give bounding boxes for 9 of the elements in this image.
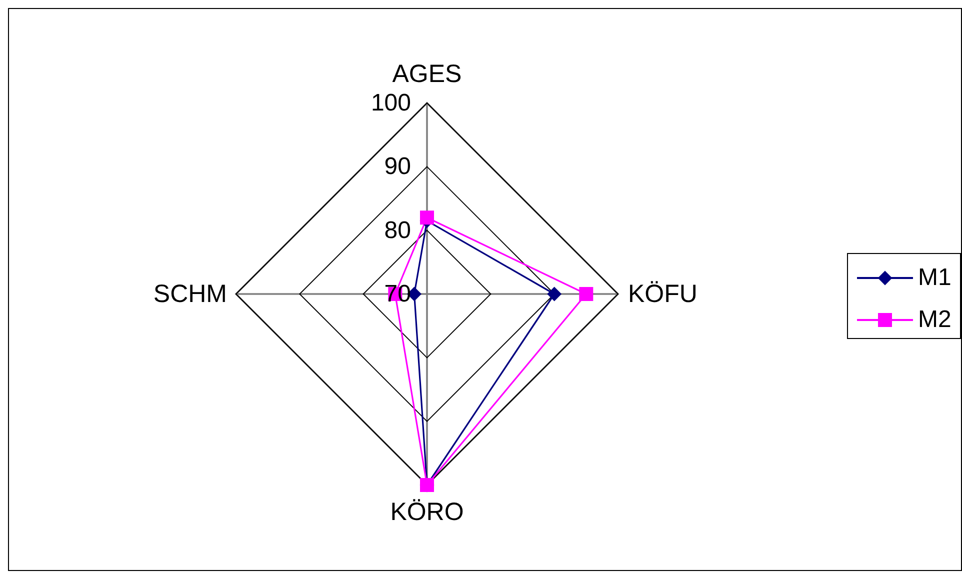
spoke-label: KÖFU bbox=[628, 280, 698, 308]
y-tick-label: 80 bbox=[384, 216, 411, 244]
spoke-label: KÖRO bbox=[390, 498, 464, 526]
spoke-label: AGES bbox=[392, 60, 462, 88]
y-tick-label: 100 bbox=[370, 90, 411, 116]
legend-label: M1 bbox=[918, 264, 952, 292]
legend-label: M2 bbox=[918, 306, 952, 334]
y-tick-label: 90 bbox=[384, 153, 411, 180]
spoke-label: SCHM bbox=[153, 280, 227, 308]
